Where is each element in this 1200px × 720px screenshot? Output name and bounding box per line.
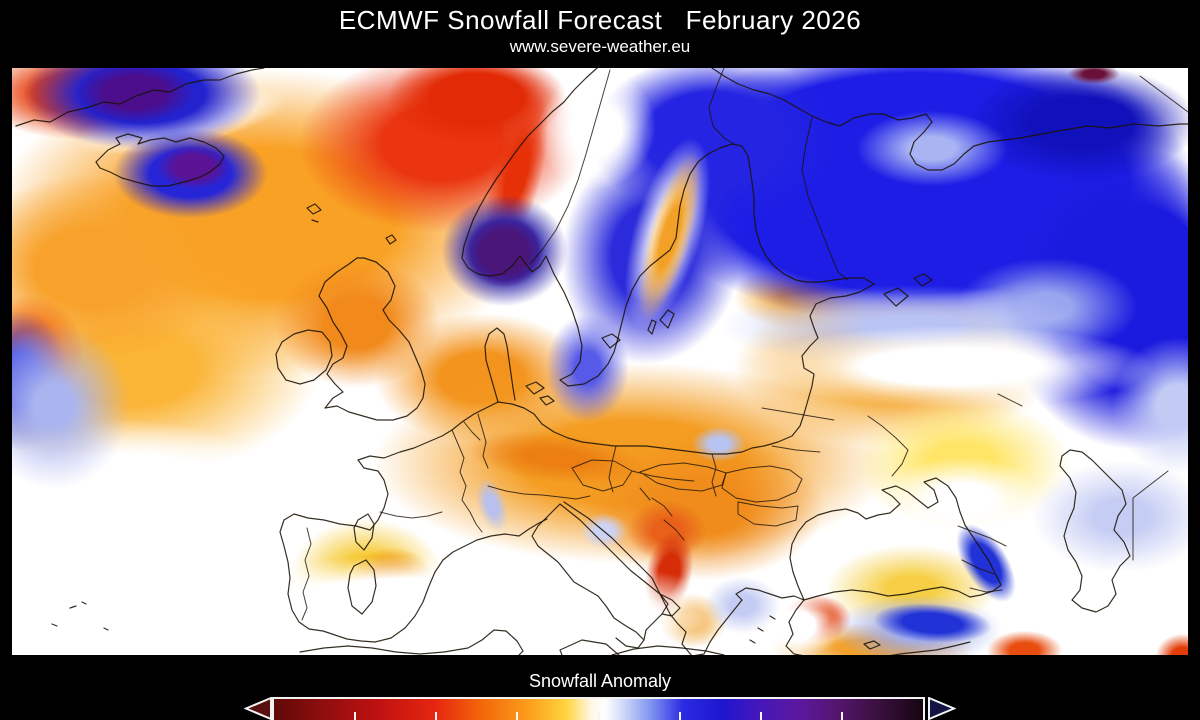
anomaly-blob <box>448 202 560 302</box>
colorbar-tick <box>354 712 357 720</box>
anomaly-blob <box>570 506 638 556</box>
anomaly-field <box>12 68 1188 655</box>
website-watermark: www.severe-weather.eu <box>509 37 691 56</box>
page-title: ECMWF Snowfall Forecast February 2026 <box>338 5 862 35</box>
colorbar <box>272 697 925 720</box>
europe-snowfall-anomaly-map <box>12 68 1188 655</box>
anomaly-blob <box>827 95 1037 201</box>
colorbar-tick <box>840 712 843 720</box>
colorbar-tick <box>435 712 438 720</box>
colorbar-tick <box>678 712 681 720</box>
anomaly-blob <box>1144 625 1188 655</box>
colorbar-left-arrow-icon <box>244 697 272 720</box>
colorbar-tick <box>516 712 519 720</box>
legend-label: Snowfall Anomaly <box>528 671 672 691</box>
colorbar-tick <box>597 712 600 720</box>
anomaly-blob <box>689 565 795 645</box>
colorbar-tick <box>759 712 762 720</box>
anomaly-blob <box>681 419 757 469</box>
anomaly-blob <box>672 308 1188 424</box>
colorbar-right-arrow-icon <box>928 697 956 720</box>
anomaly-blob <box>142 136 246 198</box>
